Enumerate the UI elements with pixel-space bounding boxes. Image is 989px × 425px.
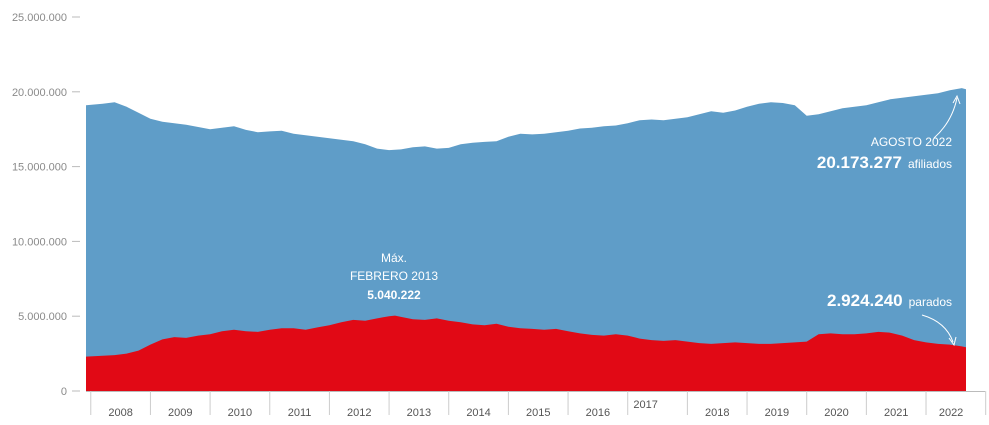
area-parados [86, 315, 966, 391]
x-year-label: 2011 [288, 407, 312, 419]
annotation-afiliados-line: 20.173.277 afiliados [817, 153, 952, 172]
annotation-max-line1: Máx. [381, 251, 407, 265]
y-tick-label: 5.000.000 [18, 311, 67, 323]
annotation-afiliados-unit: afiliados [908, 157, 952, 171]
annotation-parados-arrowhead [948, 336, 957, 347]
x-year-label: 2021 [884, 407, 908, 419]
x-year-label: 2020 [824, 407, 848, 419]
annotation-parados-unit: parados [909, 295, 952, 309]
annotation-afiliados-arrowhead [952, 94, 961, 105]
annotation-max-value: 5.040.222 [367, 288, 421, 302]
x-year-label: 2015 [526, 407, 550, 419]
x-year-label: 2022 [939, 407, 963, 419]
y-tick-label: 10.000.000 [12, 236, 67, 248]
annotation-parados-arrow [921, 314, 954, 343]
x-year-label: 2013 [407, 407, 431, 419]
annotation-afiliados-date: AGOSTO 2022 [871, 135, 952, 149]
x-year-label: 2009 [168, 407, 192, 419]
y-tick-label: 25.000.000 [12, 12, 67, 24]
y-tick-label: 0 [61, 386, 67, 398]
x-year-label: 2012 [347, 407, 371, 419]
x-year-label: 2010 [228, 407, 252, 419]
x-year-label: 2018 [705, 407, 729, 419]
y-tick-label: 20.000.000 [12, 87, 67, 99]
annotation-max: Máx. FEBRERO 2013 5.040.222 [350, 251, 438, 302]
x-year-label: 2014 [466, 407, 490, 419]
annotation-afiliados-arrow [933, 97, 958, 139]
y-tick-label: 15.000.000 [12, 162, 67, 174]
x-year-label: 2016 [586, 407, 610, 419]
area-afiliados [86, 88, 966, 391]
annotation-max-line2: FEBRERO 2013 [350, 269, 438, 283]
x-year-label: 2019 [765, 407, 789, 419]
x-year-label: 2008 [108, 407, 132, 419]
annotation-afiliados: AGOSTO 2022 20.173.277 afiliados [817, 94, 961, 172]
annotation-parados-line: 2.924.240 parados [827, 291, 952, 310]
y-axis: 0 5.000.000 10.000.000 15.000.000 20.000.000… [12, 12, 80, 398]
annotation-parados: 2.924.240 parados [827, 291, 957, 347]
annotation-afiliados-value: 20.173.277 [817, 153, 902, 172]
annotation-parados-value: 2.924.240 [827, 291, 903, 310]
x-axis: 2008 2009 2010 2011 2012 2013 2014 2015 2016 2017… [86, 391, 987, 419]
x-year-label: 2017 [633, 399, 657, 411]
